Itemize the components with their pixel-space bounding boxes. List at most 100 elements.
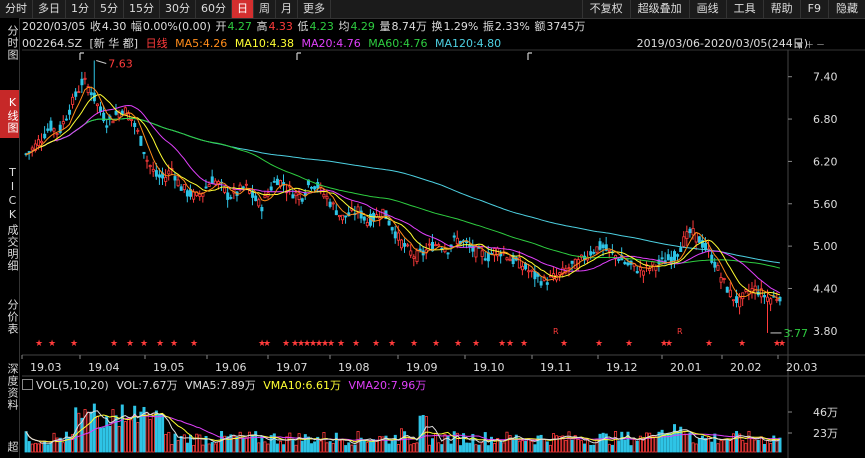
candle-body <box>725 286 729 293</box>
side-tab-3[interactable]: 成交明细 <box>6 224 19 272</box>
side-tab-1[interactable]: K线图 <box>0 90 19 138</box>
range-controls: ▼ ＋－ <box>794 38 825 51</box>
ma120-label: MA120:4.80 <box>434 37 502 50</box>
period-tab-4[interactable]: 15分 <box>124 0 160 18</box>
period-tab-0[interactable]: 分时 <box>0 0 33 18</box>
toolbar-right-2[interactable]: 画线 <box>688 0 726 18</box>
volume-bar <box>207 443 211 453</box>
volume-bar <box>223 435 227 453</box>
volume-bar <box>337 438 341 453</box>
candle-body <box>688 228 692 234</box>
event-star-icon: ★ <box>327 339 335 349</box>
event-star-icon: ★ <box>170 339 178 349</box>
volume-bar <box>310 443 314 453</box>
zoom-out-icon[interactable]: － <box>815 41 825 51</box>
vma20-value: VMA20:7.96万 <box>348 379 427 392</box>
candle-body <box>573 258 577 269</box>
candle-body <box>139 135 143 146</box>
volume-bar <box>49 442 53 453</box>
candle-body <box>310 186 314 189</box>
candle-body <box>548 275 552 278</box>
side-tab-0[interactable]: 分时图 <box>6 25 19 61</box>
candle-body <box>415 250 419 262</box>
volume-bar <box>533 444 537 453</box>
candle-body <box>561 267 565 275</box>
candle-body <box>651 261 655 266</box>
candle-body <box>337 214 341 218</box>
volume-bar <box>555 435 559 453</box>
volume-bar <box>614 431 618 453</box>
toolbar-right-4[interactable]: 帮助 <box>762 0 800 18</box>
period-tab-10[interactable]: 更多 <box>298 0 331 18</box>
ma20-line <box>25 104 781 294</box>
stock-code: 002264.SZ <box>22 37 83 50</box>
candle-body <box>297 194 301 201</box>
volume-bar <box>520 440 524 453</box>
side-tab-5[interactable]: 深度资料 <box>6 363 19 411</box>
volume-bar <box>204 435 208 453</box>
candle-body <box>396 232 400 241</box>
period-tab-9[interactable]: 月 <box>276 0 298 18</box>
volume-bar <box>269 435 273 453</box>
event-star-icon: ★ <box>258 339 266 349</box>
candle-body <box>316 182 320 189</box>
candle-body <box>691 228 695 236</box>
candle-body <box>114 110 118 115</box>
period-tab-5[interactable]: 30分 <box>160 0 196 18</box>
toolbar-right-0[interactable]: 不复权 <box>581 0 630 18</box>
event-star-icon: ★ <box>140 339 148 349</box>
event-star-icon: ★ <box>110 339 118 349</box>
period-tab-6[interactable]: 60分 <box>196 0 232 18</box>
low-label: 低 <box>297 20 309 33</box>
volume-bar <box>71 434 75 453</box>
high-label: 高 <box>256 20 268 33</box>
kline-legend: 002264.SZ [新 华 都] 日线 MA5:4.26 MA10:4.38 … <box>22 37 505 51</box>
volume-bar <box>300 440 304 453</box>
side-tab-6[interactable]: 超 <box>6 441 19 453</box>
sidebar: 分时图 K线图 TICK 成交明细分价表深度资料超 <box>0 18 20 458</box>
volume-bar <box>64 431 68 453</box>
volume-bar <box>126 417 130 453</box>
period-tab-7[interactable]: 日 <box>232 0 254 18</box>
volume-bar <box>542 438 546 453</box>
candle-body <box>728 289 732 298</box>
side-tab-4[interactable]: 分价表 <box>6 299 19 335</box>
volume-bar <box>725 438 729 453</box>
zoom-in-icon[interactable]: ＋ <box>804 41 814 51</box>
toolbar-right-3[interactable]: 工具 <box>725 0 763 18</box>
quote-date: 2020/03/05 <box>22 20 86 33</box>
candle-body <box>570 260 574 264</box>
x-tick-label: 19.08 <box>338 361 370 374</box>
x-tick-label: 20.01 <box>670 361 702 374</box>
volume-bar <box>257 442 261 453</box>
toolbar-right-5[interactable]: F9 <box>799 0 828 18</box>
candle-body <box>654 266 658 271</box>
event-star-icon: ★ <box>388 339 396 349</box>
volume-bar <box>151 413 155 453</box>
vol-tick-label: 23万 <box>813 427 838 440</box>
volume-bar <box>279 440 283 453</box>
volume-bar <box>617 440 621 453</box>
volume-bar <box>455 432 459 453</box>
side-tab-2[interactable]: TICK <box>6 166 19 222</box>
period-tab-2[interactable]: 1分 <box>66 0 95 18</box>
candle-body <box>300 198 304 202</box>
candle-body <box>769 298 773 305</box>
period-tab-8[interactable]: 周 <box>254 0 276 18</box>
candle-body <box>710 254 714 263</box>
toolbar-right-1[interactable]: 超级叠加 <box>629 0 689 18</box>
settings-box-icon[interactable] <box>22 379 33 390</box>
volume-bar <box>24 431 28 453</box>
chevron-down-icon[interactable]: ▼ <box>796 41 803 51</box>
volume-bar <box>598 433 602 453</box>
toolbar-right-6[interactable]: 隐藏 <box>828 0 865 18</box>
volume-label: 量 <box>379 20 391 33</box>
event-star-icon: ★ <box>291 339 299 349</box>
candle-body <box>344 215 348 218</box>
candle-body <box>387 220 391 226</box>
volume-bar <box>83 409 87 453</box>
y-tick-label: 7.40 <box>813 71 838 84</box>
period-tab-3[interactable]: 5分 <box>95 0 124 18</box>
period-tab-1[interactable]: 多日 <box>33 0 66 18</box>
